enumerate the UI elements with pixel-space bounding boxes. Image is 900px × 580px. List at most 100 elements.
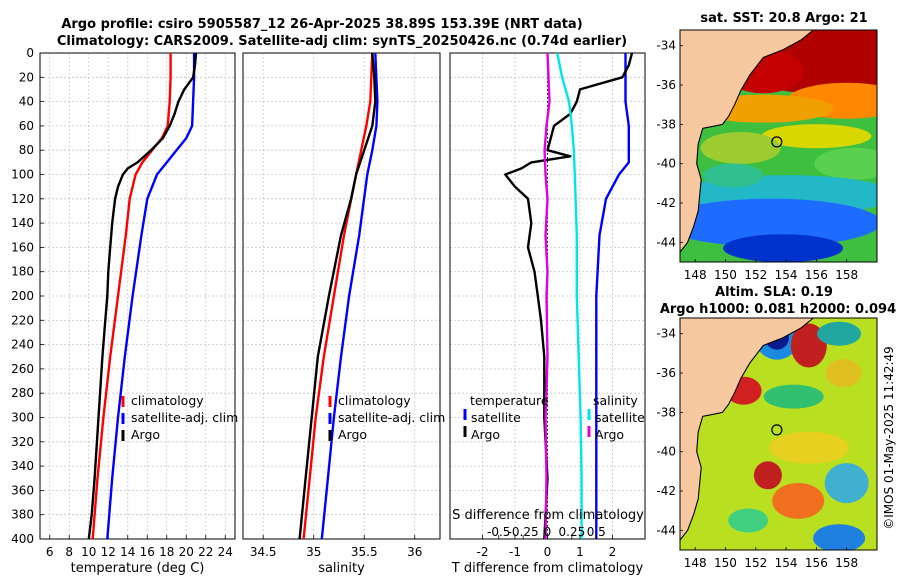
- x-tick-label: 20: [179, 545, 194, 559]
- y-tick-label: 200: [11, 289, 34, 303]
- x-axis-label: temperature (deg C): [71, 561, 205, 576]
- sst-map: 148 150 152 154 156 158 -34 -36 -38 -40 -42 -44: [656, 29, 878, 282]
- map-x-tick-label: 152: [744, 556, 767, 570]
- salinity-panel: 34.5 35 35.5 36 salinity climatology satellite…: [242, 52, 445, 576]
- legend-entry: climatology: [131, 393, 204, 408]
- legend-entry: Argo: [131, 427, 160, 442]
- x-tick-label: 36: [407, 545, 422, 559]
- y-tick-label: 260: [11, 362, 34, 376]
- legend-entry: salinity: [593, 393, 638, 408]
- y-tick-label: 220: [11, 313, 34, 327]
- y-tick-label: 360: [11, 483, 34, 497]
- x-axis-label: salinity: [318, 561, 365, 576]
- map-field-patch: [761, 124, 872, 149]
- legend-entry: climatology: [338, 393, 411, 408]
- map-field-patch: [825, 359, 862, 388]
- x-tick-label: 34.5: [250, 545, 277, 559]
- map-field-patch: [824, 463, 869, 504]
- map-x-tick-label: 154: [775, 268, 798, 282]
- sla-map-subtitle: Argo h1000: 0.081 h2000: 0.094: [660, 302, 896, 317]
- map-y-tick-label: -34: [656, 327, 676, 341]
- x-tick-label: 8: [65, 545, 73, 559]
- y-tick-label: 20: [19, 70, 34, 84]
- map-y-tick-label: -44: [656, 235, 676, 249]
- map-field-patch: [680, 198, 877, 247]
- difference-panel: -2 -1 0 1 2 T difference from climatology -0.5…: [449, 52, 646, 576]
- map-y-tick-label: -34: [656, 39, 676, 53]
- x-tick-label: 2: [609, 545, 617, 559]
- map-field-patch: [763, 384, 824, 409]
- map-field-patch: [700, 131, 781, 164]
- map-x-tick-label: 158: [835, 556, 858, 570]
- salinity-satellite-line: [556, 52, 583, 539]
- figure-title-line1: Argo profile: csiro 5905587_12 26-Apr-20…: [61, 17, 582, 32]
- map-y-tick-label: -40: [656, 157, 676, 171]
- x-tick-label: 0: [544, 545, 552, 559]
- map-frame: [679, 29, 878, 263]
- coastline: [680, 318, 814, 541]
- map-field-patch: [723, 234, 844, 262]
- map-x-tick-label: 154: [775, 556, 798, 570]
- x-tick-label: 22: [198, 545, 213, 559]
- map-field-patch: [817, 321, 862, 346]
- y-tick-label: 180: [11, 265, 34, 279]
- argo-line: [298, 52, 377, 540]
- x-tick-label: -1: [509, 545, 521, 559]
- y-tick-label: 160: [11, 240, 34, 254]
- sst-map-title: sat. SST: 20.8 Argo: 21: [700, 11, 867, 26]
- y-tick-label: 100: [11, 168, 34, 182]
- y-tick-label: 340: [11, 459, 34, 473]
- y-tick-label: 120: [11, 192, 34, 206]
- satellite-line: [320, 52, 379, 540]
- legend-entry: Argo: [595, 427, 624, 442]
- y-tick-label: 380: [11, 508, 34, 522]
- legend-entry: satellite: [471, 410, 521, 425]
- argo-position-marker: [771, 424, 783, 436]
- s-tick-label: 0: [544, 525, 552, 539]
- map-y-tick-label: -42: [656, 484, 676, 498]
- satellite-line: [106, 53, 196, 540]
- x-tick-label: 1: [576, 545, 584, 559]
- figure-title-line2: Climatology: CARS2009. Satellite-adj cli…: [57, 34, 627, 49]
- map-x-tick-label: 150: [714, 268, 737, 282]
- map-field-patch: [772, 482, 825, 519]
- x-tick-label: 10: [81, 545, 96, 559]
- map-y-tick-label: -36: [656, 78, 676, 92]
- map-field-patch: [753, 461, 782, 490]
- legend-entry: satellite-adj. clim: [338, 410, 445, 425]
- sla-map-title: Altim. SLA: 0.19: [715, 285, 833, 300]
- map-x-tick-label: 156: [805, 556, 828, 570]
- x-tick-label: 12: [101, 545, 116, 559]
- map-field-patch: [728, 508, 769, 533]
- coastline: [680, 30, 814, 253]
- argo-position-marker: [771, 136, 783, 148]
- map-field: [680, 318, 877, 550]
- axes-frame: [39, 52, 236, 540]
- land-mass: [680, 318, 814, 550]
- y-tick-label: 400: [11, 532, 34, 546]
- y-tick-label: 280: [11, 386, 34, 400]
- map-field-patch: [768, 431, 849, 464]
- temperature-argo-line: [504, 52, 634, 540]
- land-mass: [680, 30, 814, 262]
- x-tick-label: 35: [306, 545, 321, 559]
- legend-entry: satellite: [595, 410, 645, 425]
- legend-entry: satellite-adj. clim: [131, 410, 238, 425]
- x-tick-label: 16: [140, 545, 155, 559]
- x-tick-label: 6: [46, 545, 54, 559]
- climatology-line: [91, 53, 172, 540]
- x-tick-label: -2: [477, 545, 489, 559]
- y-tick-label: 80: [19, 143, 34, 157]
- legend-entry: Argo: [338, 427, 367, 442]
- map-field-patch: [814, 147, 877, 180]
- temperature-satellite-line: [595, 53, 630, 539]
- map-field: [680, 30, 877, 262]
- x-axis-label: T difference from climatology: [451, 561, 644, 576]
- x-tick-label: 35.5: [351, 545, 378, 559]
- legend-entry: Argo: [471, 427, 500, 442]
- sla-map: 148 150 152 154 156 158 -34 -36 -38 -40 -42 -44: [656, 317, 878, 570]
- s-tick-label: -0.5: [487, 525, 510, 539]
- axes-frame: [242, 52, 441, 540]
- x-tick-label: 14: [120, 545, 135, 559]
